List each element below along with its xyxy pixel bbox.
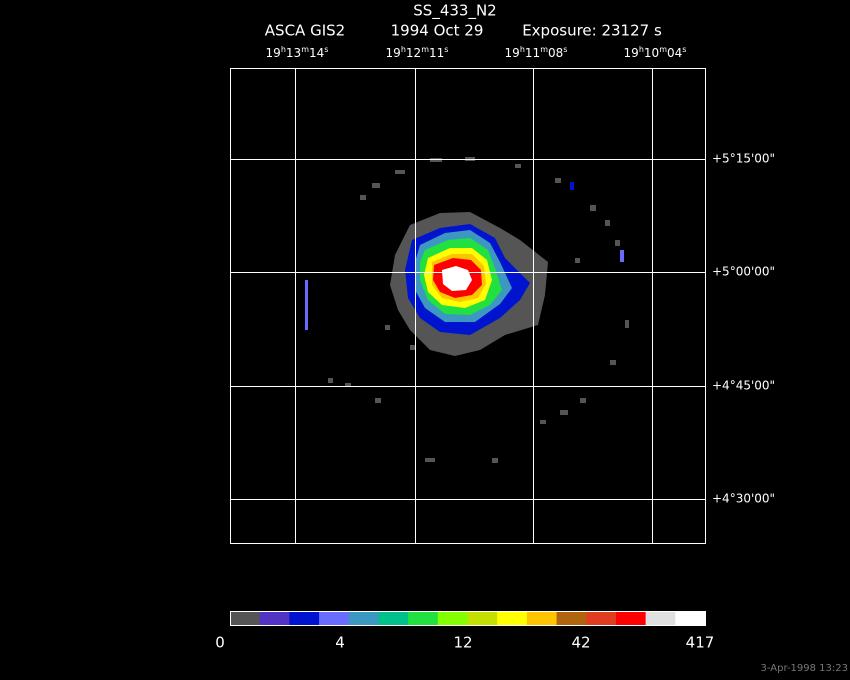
ra-unit: h	[639, 45, 644, 54]
ra-unit: m	[540, 45, 548, 54]
ra-value: 14	[309, 46, 324, 60]
dec-label: +4°45'00"	[712, 379, 775, 393]
dec-label: +5°15'00"	[712, 152, 775, 166]
colorbar-segment	[556, 611, 587, 625]
ra-unit: s	[682, 45, 686, 54]
ra-label: 19h12m11s	[386, 45, 449, 60]
ra-value: 19	[386, 46, 401, 60]
ra-unit: m	[659, 45, 667, 54]
ra-label: 19h10m04s	[624, 45, 687, 60]
plot-frame	[230, 68, 706, 544]
colorbar-segment	[408, 611, 439, 625]
colorbar-frame	[230, 611, 706, 626]
ra-unit: s	[444, 45, 448, 54]
ra-value: 08	[548, 46, 563, 60]
exposure: Exposure: 23127 s	[522, 22, 662, 40]
colorbar-label: 42	[571, 634, 590, 652]
colorbar-segment	[378, 611, 409, 625]
colorbar-segment	[437, 611, 468, 625]
colorbar-segment	[289, 611, 320, 625]
ra-value: 11	[429, 46, 444, 60]
ra-value: 13	[286, 46, 301, 60]
ra-value: 10	[644, 46, 659, 60]
edge-feature	[620, 250, 624, 262]
timestamp: 3-Apr-1998 13:23	[761, 663, 848, 674]
ra-label: 19h11m08s	[505, 45, 568, 60]
dec-label: +5°00'00"	[712, 265, 775, 279]
ra-value: 19	[624, 46, 639, 60]
colorbar-label: 417	[686, 634, 715, 652]
colorbar-segment	[497, 611, 528, 625]
colorbar-segment	[319, 611, 350, 625]
ra-unit: h	[401, 45, 406, 54]
instrument: ASCA GIS2	[265, 22, 345, 40]
colorbar-label: 4	[335, 634, 345, 652]
colorbar-label: 12	[453, 634, 472, 652]
ra-unit: h	[281, 45, 286, 54]
colorbar-segment	[230, 611, 261, 625]
colorbar-segment	[348, 611, 379, 625]
ra-value: 19	[505, 46, 520, 60]
ra-unit: s	[563, 45, 567, 54]
ra-value: 11	[525, 46, 540, 60]
ra-unit: s	[324, 45, 328, 54]
colorbar-segment	[467, 611, 498, 625]
dec-label: +4°30'00"	[712, 492, 775, 506]
ra-value: 19	[266, 46, 281, 60]
ra-unit: m	[421, 45, 429, 54]
colorbar-segment	[526, 611, 558, 625]
title: SS_433_N2	[413, 2, 496, 21]
edge-feature	[570, 182, 574, 190]
colorbar-segment	[615, 611, 647, 625]
ra-label: 19h13m14s	[266, 45, 329, 60]
colorbar-segment	[675, 611, 706, 625]
ra-unit: h	[520, 45, 525, 54]
colorbar-segment	[259, 611, 290, 625]
image	[305, 157, 629, 463]
edge-feature	[305, 280, 308, 330]
ra-value: 04	[667, 46, 682, 60]
date: 1994 Oct 29	[391, 22, 484, 40]
colorbar-label: 0	[215, 634, 225, 652]
ra-value: 12	[406, 46, 421, 60]
colorbar-segment	[586, 611, 617, 625]
ra-unit: m	[301, 45, 309, 54]
grid	[230, 68, 706, 544]
colorbar-segment	[645, 611, 676, 625]
